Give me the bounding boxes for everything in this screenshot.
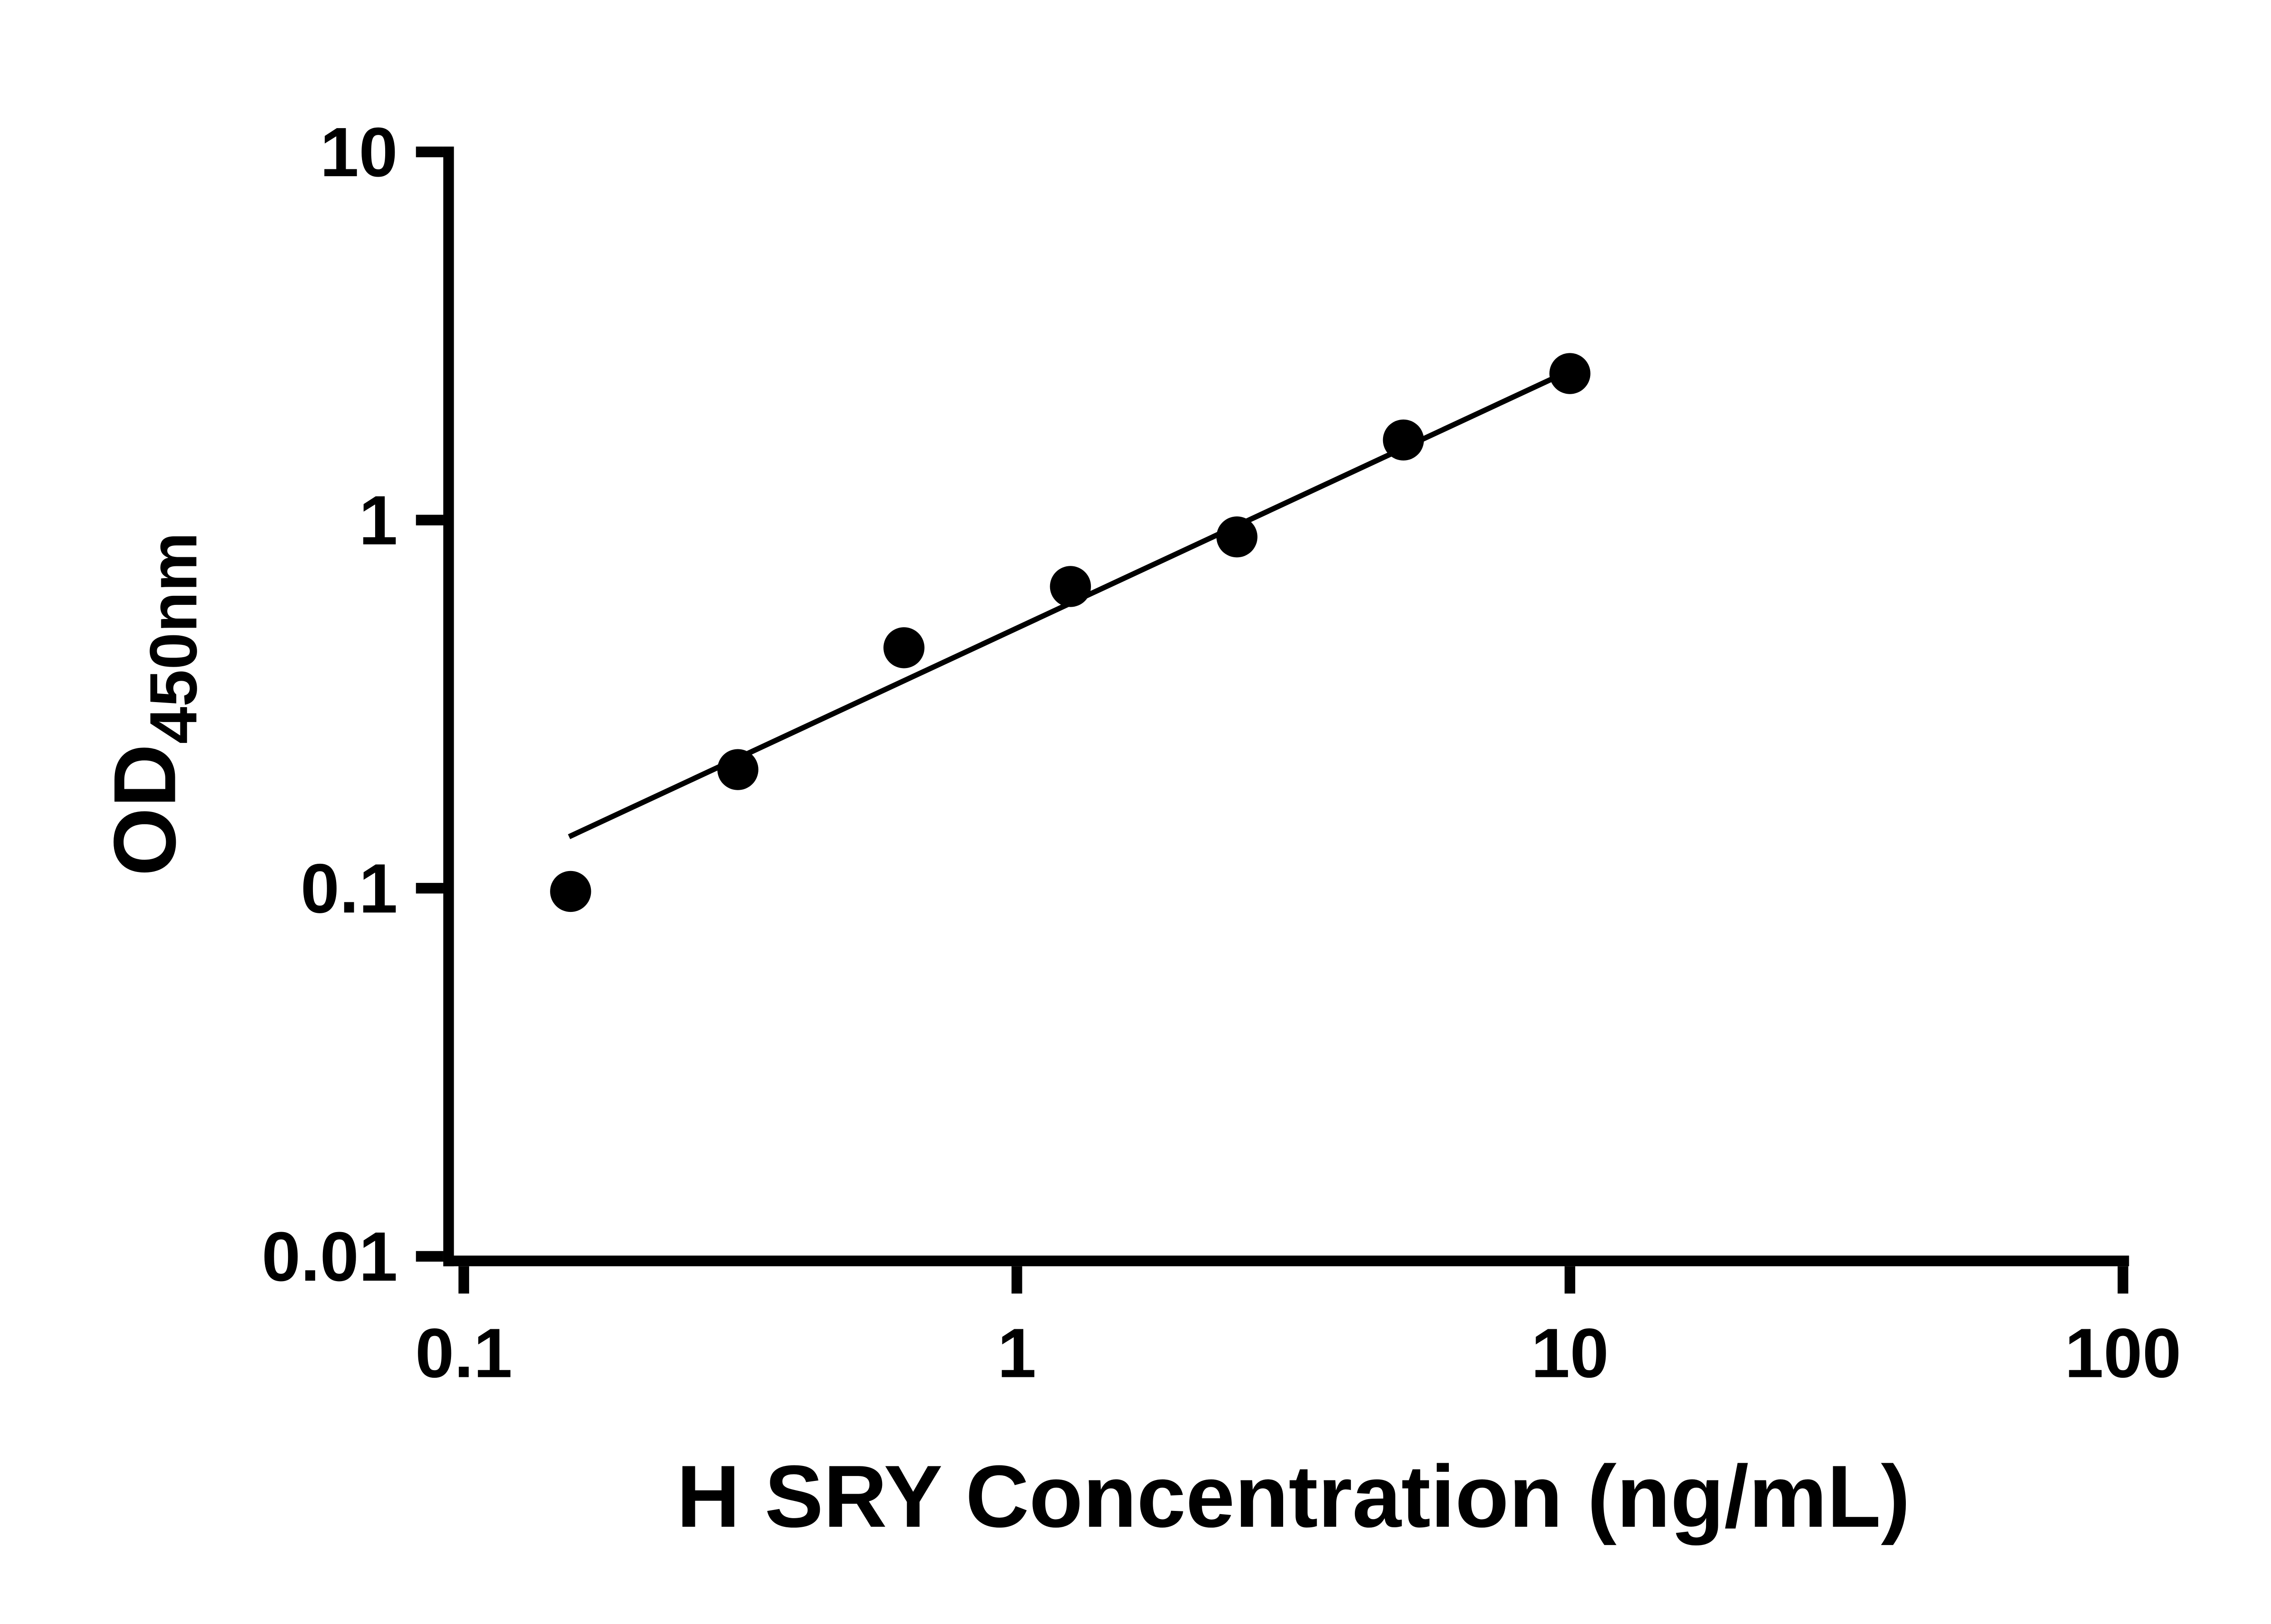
data-point bbox=[883, 627, 925, 668]
x-tick-label: 10 bbox=[1531, 1314, 1609, 1392]
data-point bbox=[550, 871, 591, 912]
y-axis-title: OD450nm bbox=[96, 532, 211, 876]
y-tick-label: 10 bbox=[320, 113, 397, 191]
y-tick-label: 0.01 bbox=[262, 1218, 397, 1296]
x-tick-label: 0.1 bbox=[415, 1314, 512, 1392]
data-point bbox=[1050, 566, 1091, 607]
y-tick-label: 0.1 bbox=[301, 849, 398, 927]
y-axis-title-main: OD bbox=[96, 744, 194, 876]
data-point bbox=[1216, 516, 1258, 558]
x-axis-title: H SRY Concentration (ng/mL) bbox=[676, 1447, 1910, 1546]
data-point bbox=[1383, 419, 1424, 461]
data-point bbox=[717, 749, 759, 790]
x-tick-label: 1 bbox=[997, 1314, 1036, 1392]
y-axis-title-subscript: 450nm bbox=[136, 532, 211, 744]
y-tick-label: 1 bbox=[359, 481, 398, 559]
x-tick-label: 100 bbox=[2065, 1314, 2182, 1392]
data-point bbox=[1549, 353, 1591, 394]
